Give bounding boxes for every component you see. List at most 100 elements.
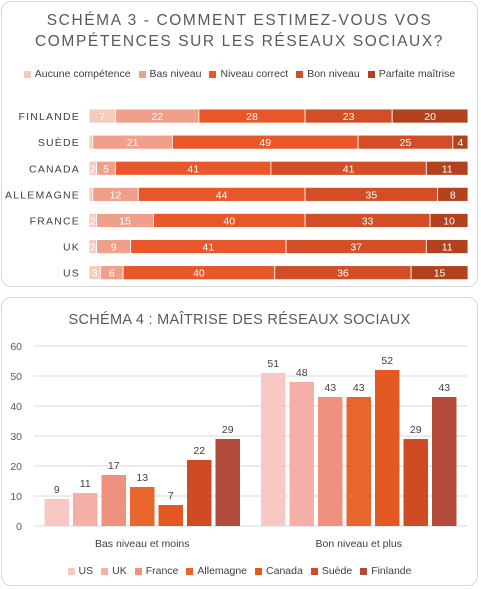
- legend-swatch: [138, 70, 146, 78]
- data-label: 28: [246, 111, 258, 123]
- x-category-label: Bon niveau et plus: [316, 538, 402, 550]
- legend-item-suede: Suède: [310, 565, 353, 577]
- chart-panel-schema-3: SCHÉMA 3 - COMMENT ESTIMEZ-VOUS VOS COMP…: [1, 1, 478, 287]
- chart-legend: US UK France Allemagne Canada Suède Finlande: [2, 565, 477, 577]
- chart-legend: Aucune compétence Bas niveau Niveau correc…: [2, 68, 477, 80]
- legend-label: Niveau correct: [220, 68, 289, 80]
- data-label: 21: [127, 137, 139, 149]
- data-label: 44: [216, 189, 228, 201]
- y-tick-label: 40: [10, 401, 22, 413]
- data-label: 7: [168, 490, 174, 502]
- y-tick-label: 60: [10, 341, 22, 353]
- bar-segment-aucune-competence: [88, 186, 94, 202]
- bar-segment-parfaite-maitrise: [425, 239, 469, 254]
- y-tick-label: 0: [16, 521, 22, 533]
- data-label: 48: [296, 367, 308, 379]
- y-tick-label: 20: [10, 461, 22, 473]
- data-label: 29: [410, 424, 422, 436]
- legend-item-us: US: [67, 565, 94, 577]
- chart-panel-schema-4: SCHÉMA 4 : MAÎTRISE DES RÉSEAUX SOCIAUX …: [1, 297, 478, 586]
- bar-segment-aucune-competence: [88, 134, 94, 150]
- legend-label: France: [145, 565, 179, 577]
- legend-label: Bon niveau: [307, 68, 360, 80]
- data-label: 23: [343, 111, 355, 123]
- data-label: 11: [442, 163, 453, 175]
- x-category-label: Bas niveau et moins: [95, 538, 190, 550]
- data-label: 12: [110, 189, 122, 201]
- data-label: 11: [442, 242, 453, 254]
- legend-item-bon-niveau: Bon niveau: [296, 68, 360, 80]
- data-label: 4: [457, 137, 463, 149]
- chart-title: SCHÉMA 4 : MAÎTRISE DES RÉSEAUX SOCIAUX: [68, 312, 411, 328]
- legend-item-uk: UK: [101, 565, 127, 577]
- legend-label: Canada: [266, 565, 303, 577]
- data-label: 17: [108, 460, 120, 472]
- chart-title-line-1: SCHÉMA 3 - COMMENT ESTIMEZ-VOUS VOS: [46, 12, 433, 29]
- legend-swatch: [101, 567, 109, 575]
- legend-item-parfaite-maitrise: Parfaite maîtrise: [367, 68, 456, 80]
- legend-item-france: France: [134, 565, 179, 577]
- bar-segment-parfaite-maitrise: [425, 160, 469, 176]
- data-label: 2: [90, 242, 96, 254]
- bar-finlande-bas-niveau-et-moins: [215, 439, 240, 526]
- data-label: 10: [443, 215, 455, 227]
- chart-title-line-2: COMPÉTENCES SUR LES RÉSEAUX SOCIAUX?: [34, 33, 445, 50]
- category-label-us: US: [63, 268, 80, 280]
- data-label: 5: [103, 163, 109, 175]
- y-tick-label: 10: [10, 491, 22, 503]
- data-label: 52: [381, 355, 393, 367]
- bar-uk-bas-niveau-et-moins: [73, 493, 98, 526]
- legend-swatch: [310, 567, 318, 575]
- legend-swatch: [360, 567, 368, 575]
- legend-label: Aucune compétence: [34, 68, 131, 80]
- data-label: 22: [193, 445, 205, 457]
- data-label: 20: [424, 111, 436, 123]
- data-label: 36: [337, 268, 349, 280]
- data-label: 41: [187, 163, 199, 175]
- data-label: 51: [267, 358, 279, 370]
- legend-label: UK: [112, 565, 127, 577]
- y-tick-label: 30: [10, 431, 22, 443]
- bar-uk-bon-niveau-et-plus: [289, 382, 314, 526]
- legend-item-niveau-correct: Niveau correct: [209, 68, 288, 80]
- legend-item-canada: Canada: [255, 565, 303, 577]
- data-label: 3: [92, 268, 98, 280]
- data-label: 43: [353, 382, 365, 394]
- legend-label: Bas niveau: [149, 68, 202, 80]
- data-label: 43: [324, 382, 336, 394]
- category-label-suede: SUÈDE: [38, 136, 80, 149]
- legend-item-bas-niveau: Bas niveau: [138, 68, 202, 80]
- data-label: 2: [90, 215, 96, 227]
- legend-item-allemagne: Allemagne: [186, 565, 247, 577]
- bar-france-bon-niveau-et-plus: [318, 397, 343, 526]
- bar-canada-bon-niveau-et-plus: [375, 370, 400, 526]
- y-tick-label: 50: [10, 371, 22, 383]
- data-label: 9: [54, 484, 60, 496]
- legend-swatch: [296, 70, 304, 78]
- legend-label: Parfaite maîtrise: [378, 68, 456, 80]
- data-label: 43: [438, 382, 450, 394]
- legend-label: Allemagne: [197, 565, 248, 577]
- data-label: 7: [99, 111, 105, 123]
- bar-france-bas-niveau-et-moins: [101, 475, 126, 526]
- data-label: 15: [119, 215, 131, 227]
- data-label: 29: [222, 424, 234, 436]
- legend-label: US: [78, 565, 94, 577]
- category-label-uk: UK: [63, 242, 80, 254]
- data-label: 6: [109, 268, 115, 280]
- bar-us-bon-niveau-et-plus: [261, 373, 286, 526]
- data-label: 15: [434, 268, 446, 280]
- data-label: 40: [223, 215, 235, 227]
- legend-label: Finlande: [371, 565, 412, 577]
- data-label: 49: [259, 137, 271, 149]
- data-label: 8: [450, 189, 456, 201]
- data-label: 41: [343, 163, 355, 175]
- bar-allemagne-bon-niveau-et-plus: [346, 397, 371, 526]
- legend-swatch: [134, 567, 142, 575]
- legend-label: Suède: [321, 565, 353, 577]
- grouped-bar-chart: 0 10 20 30 40 50 60 9 11 17 13 7 22 29 Bas niveau et m…: [10, 341, 467, 550]
- bar-segment-parfaite-maitrise: [410, 265, 469, 281]
- data-label: 13: [136, 472, 148, 484]
- legend-item-aucune-competence: Aucune compétence: [23, 68, 131, 80]
- legend-swatch: [23, 70, 31, 78]
